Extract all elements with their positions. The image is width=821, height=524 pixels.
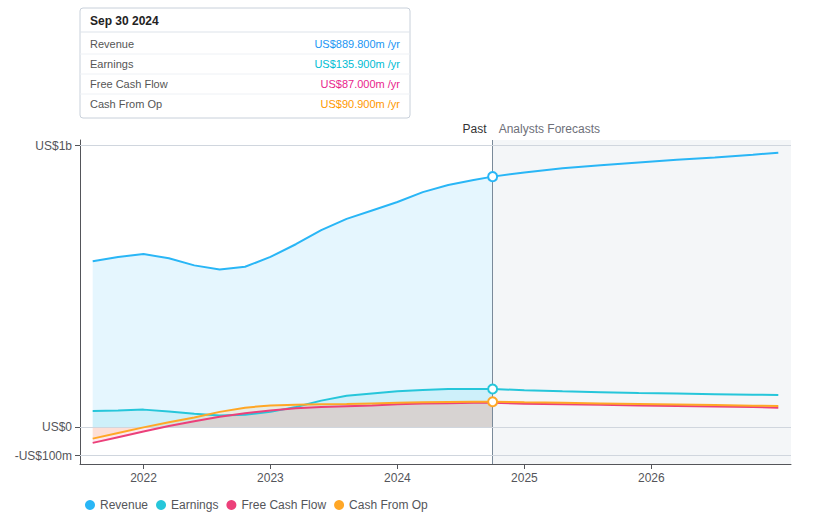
svg-text:Earnings: Earnings	[90, 58, 134, 70]
svg-text:US$90.900m /yr: US$90.900m /yr	[321, 98, 401, 110]
svg-text:Cash From Op: Cash From Op	[90, 98, 162, 110]
svg-text:Cash From Op: Cash From Op	[349, 498, 428, 512]
svg-text:Revenue: Revenue	[100, 498, 148, 512]
svg-text:Sep 30 2024: Sep 30 2024	[90, 14, 159, 28]
svg-text:US$87.000m /yr: US$87.000m /yr	[321, 78, 401, 90]
svg-text:Analysts Forecasts: Analysts Forecasts	[499, 122, 600, 136]
svg-text:US$1b: US$1b	[35, 139, 72, 153]
svg-text:Past: Past	[463, 122, 488, 136]
svg-text:-US$100m: -US$100m	[15, 449, 72, 463]
svg-text:US$0: US$0	[42, 420, 72, 434]
svg-text:2022: 2022	[130, 471, 157, 485]
svg-text:Free Cash Flow: Free Cash Flow	[241, 498, 326, 512]
svg-text:US$135.900m /yr: US$135.900m /yr	[314, 58, 400, 70]
svg-text:2023: 2023	[257, 471, 284, 485]
svg-text:Free Cash Flow: Free Cash Flow	[90, 78, 168, 90]
svg-text:US$889.800m /yr: US$889.800m /yr	[314, 38, 400, 50]
svg-text:2025: 2025	[511, 471, 538, 485]
svg-text:2026: 2026	[638, 471, 665, 485]
svg-text:2024: 2024	[384, 471, 411, 485]
svg-text:Earnings: Earnings	[171, 498, 218, 512]
svg-text:Revenue: Revenue	[90, 38, 134, 50]
